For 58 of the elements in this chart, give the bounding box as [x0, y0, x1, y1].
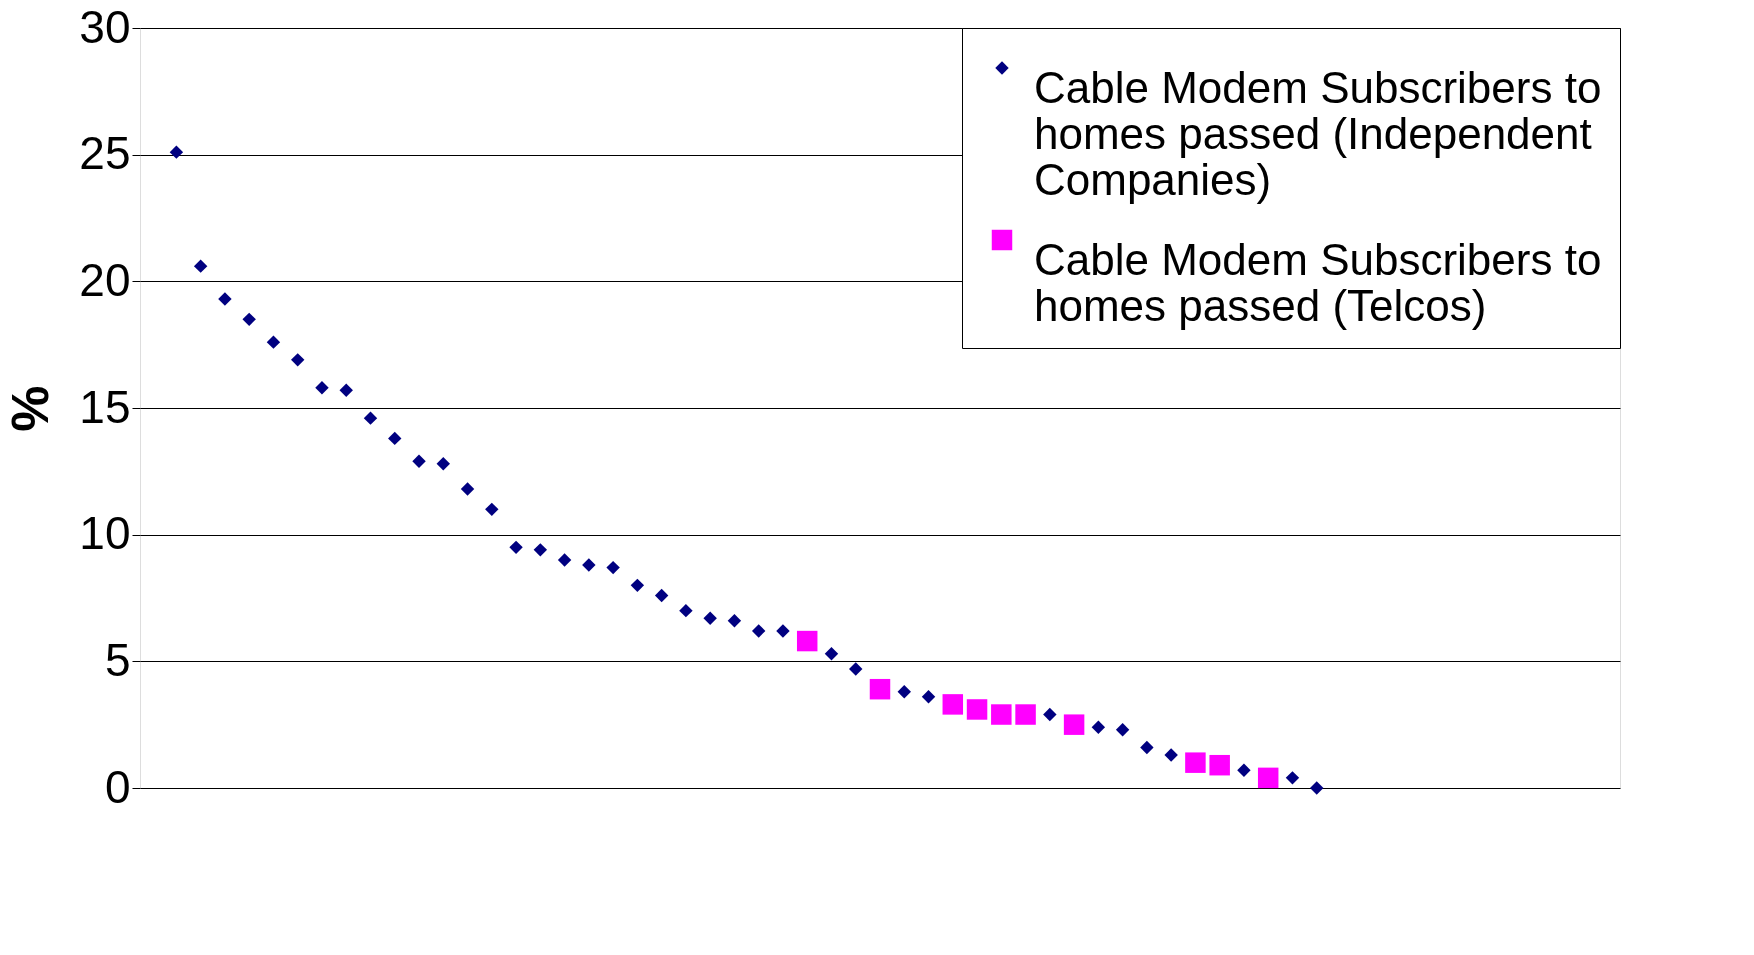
point — [1115, 723, 1130, 737]
point — [1063, 714, 1085, 735]
point — [412, 454, 426, 468]
point — [966, 699, 988, 720]
point — [1310, 781, 1324, 795]
point — [1209, 754, 1230, 776]
point — [1164, 748, 1178, 762]
point — [703, 611, 717, 625]
point — [1015, 704, 1036, 725]
point — [921, 690, 936, 704]
point — [315, 381, 329, 395]
point — [849, 662, 863, 676]
point — [291, 353, 305, 367]
point — [193, 259, 208, 273]
y-tick-label: 20 — [79, 253, 131, 306]
point — [169, 145, 184, 159]
y-tick-label: 25 — [79, 127, 131, 180]
point — [1185, 752, 1206, 773]
point — [630, 578, 645, 593]
y-tick-label: 15 — [79, 380, 131, 433]
point — [1043, 707, 1057, 722]
point — [776, 624, 790, 638]
y-tick-label: 10 — [79, 507, 131, 560]
y-axis-title: % — [1, 385, 60, 432]
legend-label: Cable Modem Subscribers to homes passed (Telcos) — [1034, 235, 1602, 330]
point — [388, 431, 402, 446]
point — [1285, 771, 1300, 785]
point — [654, 588, 669, 603]
point — [485, 502, 499, 517]
point — [509, 540, 523, 555]
point — [436, 457, 450, 471]
point — [796, 630, 818, 652]
point — [557, 553, 572, 567]
point — [533, 543, 548, 557]
point — [339, 383, 353, 397]
y-tick-label: 30 — [79, 0, 131, 53]
point — [824, 647, 839, 661]
point — [1237, 763, 1251, 777]
point — [751, 624, 766, 638]
point — [266, 335, 281, 349]
point — [679, 603, 693, 618]
point — [460, 482, 475, 496]
point — [1257, 767, 1279, 789]
point — [727, 614, 742, 628]
point — [1091, 720, 1106, 734]
point — [363, 411, 378, 425]
y-tick-label: 0 — [104, 760, 131, 813]
point — [942, 694, 964, 715]
point — [582, 558, 596, 572]
point — [1140, 740, 1154, 755]
point — [242, 312, 256, 327]
y-tick-label: 5 — [104, 633, 131, 686]
legend-label: Cable Modem Subscribers to homes passed (Independent Companies) — [1034, 63, 1602, 204]
point — [897, 685, 911, 699]
point — [606, 560, 620, 575]
point — [218, 292, 232, 306]
point — [869, 678, 891, 700]
point — [991, 704, 1012, 725]
